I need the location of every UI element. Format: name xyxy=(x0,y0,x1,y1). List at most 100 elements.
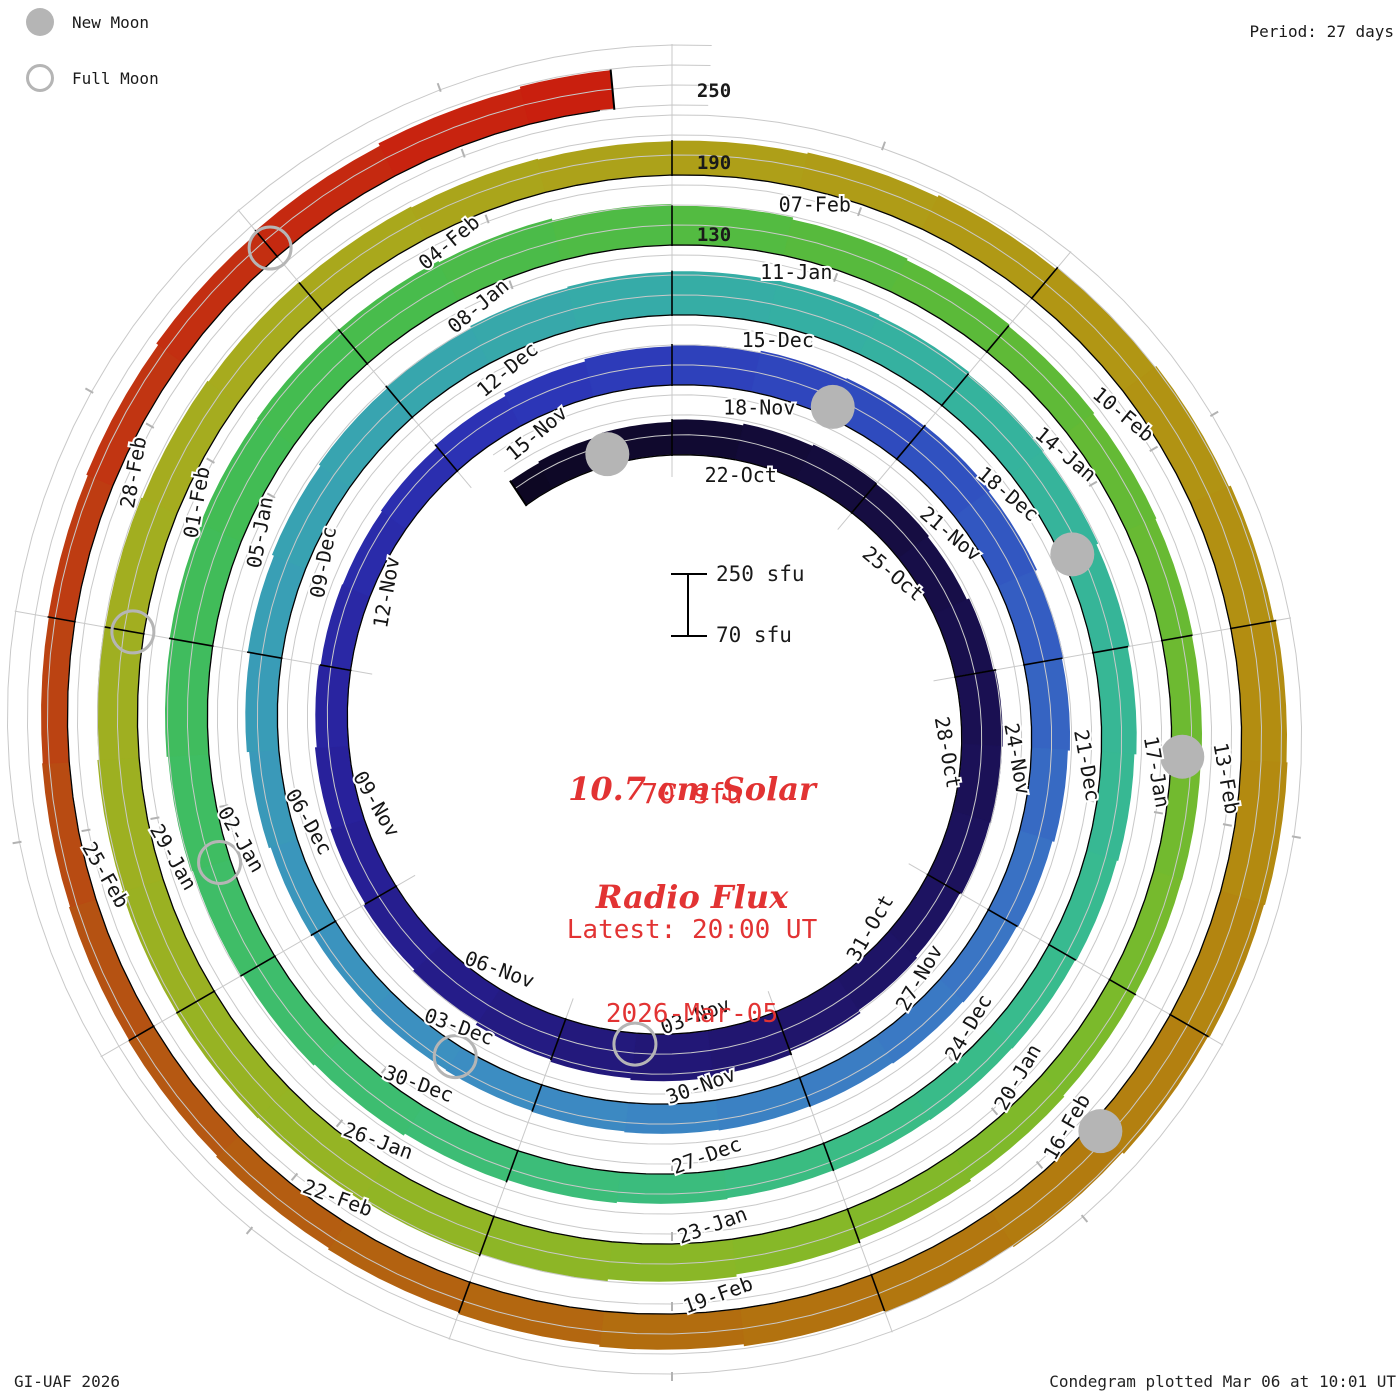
band-outlines xyxy=(47,69,1277,1315)
day-tick xyxy=(1291,835,1301,839)
flux-day-segment xyxy=(247,554,307,659)
day-tick xyxy=(785,404,791,414)
segment-separator xyxy=(364,885,398,906)
flux-day-segment xyxy=(1109,870,1182,995)
flux-day-segment xyxy=(537,141,673,193)
segment-separator xyxy=(549,1017,567,1061)
day-tick xyxy=(425,1011,434,1021)
segment-separator xyxy=(798,1076,811,1108)
credit-label: GI-UAF 2026 xyxy=(14,1372,120,1391)
flux-day-segment xyxy=(242,955,341,1066)
legend-full-moon: Full Moon xyxy=(26,64,159,92)
day-tick xyxy=(967,550,977,558)
scale-bar-min-label: 70 sfu xyxy=(716,623,792,647)
day-tick xyxy=(809,338,815,348)
date-label: 15-Dec xyxy=(742,328,814,352)
flux-day-segment xyxy=(97,626,145,761)
segment-separator xyxy=(940,372,970,407)
day-tick xyxy=(460,148,466,158)
segment-separator xyxy=(774,1010,793,1056)
flux-day-segment xyxy=(1125,518,1193,642)
flux-day-segment xyxy=(41,616,76,765)
flux-day-segment xyxy=(987,830,1053,928)
segment-separator xyxy=(609,69,616,110)
segment-separator xyxy=(254,229,279,258)
flux-day-segment xyxy=(671,419,744,461)
full-moon-marker xyxy=(612,1021,658,1067)
segment-separator xyxy=(319,664,352,672)
segment-separator xyxy=(457,1281,471,1314)
flux-day-segment xyxy=(616,1169,728,1204)
day-tick xyxy=(1222,823,1232,827)
radial-tick-250: 250 xyxy=(696,80,732,102)
full-moon-marker xyxy=(432,1034,478,1080)
new-moon-marker xyxy=(810,384,855,429)
day-tick xyxy=(288,792,298,796)
segment-separator xyxy=(531,1083,543,1112)
date-label: 28-Oct xyxy=(930,715,966,790)
new-moon-icon xyxy=(26,8,54,36)
segment-separator xyxy=(128,1025,155,1042)
flux-day-segment xyxy=(731,1208,861,1275)
segment-separator xyxy=(385,385,414,419)
full-moon-marker xyxy=(247,225,293,271)
segment-separator xyxy=(1047,943,1077,961)
date-label: 13-Feb xyxy=(1208,741,1244,816)
radial-grid-spiral xyxy=(26,64,1283,1355)
full-moon-icon xyxy=(26,64,54,92)
day-tick xyxy=(84,387,94,394)
segment-separator xyxy=(850,482,878,514)
new-moon-marker xyxy=(1078,1109,1123,1154)
full-moon-marker xyxy=(110,609,156,655)
day-tick xyxy=(1080,1214,1089,1223)
scale-bar xyxy=(671,573,707,637)
radial-grid-spiral xyxy=(6,44,1303,1375)
new-moon-marker xyxy=(1050,532,1095,577)
segment-separator xyxy=(1168,1013,1210,1038)
day-tick xyxy=(380,1065,389,1074)
flux-day-segment xyxy=(121,878,215,1014)
day-tick xyxy=(1088,480,1098,488)
moon-markers xyxy=(110,225,1205,1154)
day-tick xyxy=(206,457,215,464)
radial-tick-190: 190 xyxy=(696,152,732,174)
legend-new-moon: New Moon xyxy=(26,8,149,36)
flux-day-segment xyxy=(378,88,530,177)
day-tick xyxy=(900,1000,909,1009)
segment-separator xyxy=(895,424,926,461)
day-tick xyxy=(1153,811,1164,815)
day-tick xyxy=(484,214,490,224)
segment-separator xyxy=(337,328,369,366)
date-label: 24-Nov xyxy=(999,721,1035,796)
flux-day-segment xyxy=(551,203,673,261)
segment-separator xyxy=(1108,978,1137,996)
segment-separator xyxy=(168,637,214,647)
segment-separator xyxy=(310,920,337,937)
segment-separator xyxy=(985,324,1010,354)
full-moon-marker xyxy=(197,839,243,885)
date-label: 21-Dec xyxy=(1069,728,1105,803)
latest-time: Latest: 20:00 UT xyxy=(566,915,818,945)
segment-separator xyxy=(1160,634,1193,642)
segment-separator xyxy=(1022,657,1063,666)
segment-separator xyxy=(246,651,283,660)
segment-separator xyxy=(505,1149,519,1183)
flux-day-segment xyxy=(315,664,351,749)
flux-day-segment xyxy=(939,909,1018,1003)
day-tick xyxy=(290,1172,299,1181)
period-label: Period: 27 days xyxy=(1249,22,1395,41)
segment-separator xyxy=(1091,645,1129,654)
flux-day-segment xyxy=(271,465,351,570)
current-flux-value: 70 sfu xyxy=(641,777,743,810)
flux-day-segment xyxy=(954,669,1003,747)
latest-observation: Latest: 20:00 UT 2026-Mar-05 xyxy=(472,860,912,1084)
segment-separator xyxy=(240,955,277,977)
radial-axis-ticks: 250 190 130 xyxy=(694,31,734,295)
day-tick xyxy=(1149,445,1159,453)
full-moon-label: Full Moon xyxy=(72,68,159,88)
segment-separator xyxy=(1030,266,1059,300)
date-label: 18-Nov xyxy=(723,395,795,419)
flux-day-segment xyxy=(933,598,994,678)
flux-day-segment xyxy=(479,1216,613,1282)
segment-separator xyxy=(47,616,76,623)
